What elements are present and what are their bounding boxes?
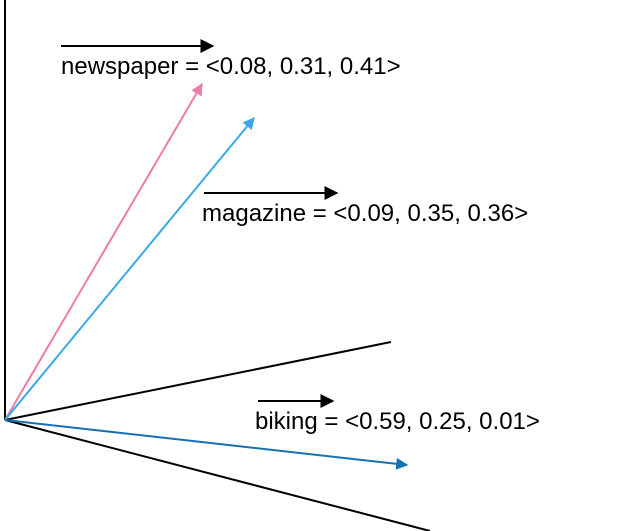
magazine-values: = <0.09, 0.35, 0.36> bbox=[306, 200, 528, 227]
newspaper-label: newspaper = <0.08, 0.31, 0.41> bbox=[61, 53, 401, 80]
axis-lower-right bbox=[4, 419, 431, 531]
biking-vector-arrow bbox=[4, 419, 409, 470]
magazine-vector-arrow bbox=[4, 117, 255, 421]
biking-values: = <0.59, 0.25, 0.01> bbox=[318, 408, 540, 435]
biking-name: biking bbox=[255, 408, 318, 435]
newspaper-vector-arrow bbox=[4, 82, 203, 421]
newspaper-values: = <0.08, 0.31, 0.41> bbox=[178, 53, 400, 80]
magazine-label: magazine = <0.09, 0.35, 0.36> bbox=[202, 200, 528, 227]
axis-upper-right bbox=[4, 341, 392, 421]
biking-label: biking = <0.59, 0.25, 0.01> bbox=[255, 408, 540, 435]
newspaper-name: newspaper bbox=[61, 53, 178, 80]
magazine-name: magazine bbox=[202, 200, 306, 227]
